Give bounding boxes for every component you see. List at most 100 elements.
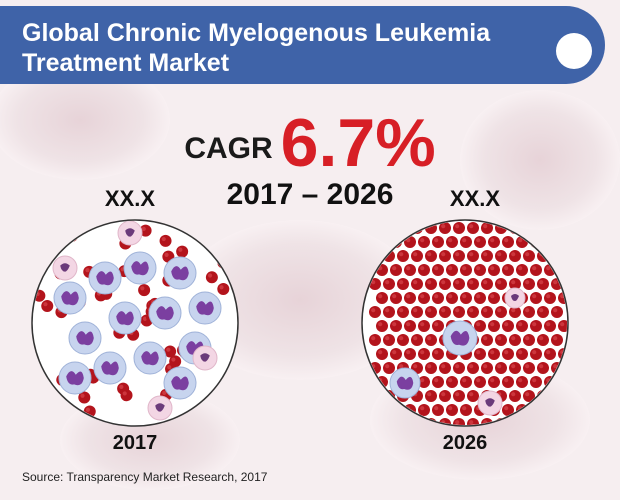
red-blood-cell: [551, 250, 563, 262]
year-label-2026: 2026: [442, 432, 488, 454]
red-blood-cell: [537, 306, 549, 318]
red-blood-cell: [495, 306, 507, 318]
red-blood-cell: [369, 306, 381, 318]
blood-smear-2017: [31, 219, 239, 427]
red-blood-cell: [523, 418, 535, 425]
red-blood-cell: [530, 320, 542, 332]
red-blood-cell: [404, 348, 416, 360]
red-blood-cell: [446, 404, 458, 416]
red-blood-cell: [432, 320, 444, 332]
red-blood-cell: [502, 320, 514, 332]
red-blood-cell: [376, 320, 388, 332]
red-blood-cell: [544, 348, 556, 360]
red-blood-cell: [523, 362, 535, 374]
red-blood-cell: [467, 390, 479, 402]
red-blood-cell: [47, 390, 60, 403]
red-blood-cell: [481, 250, 493, 262]
blood-smear-2026: [361, 219, 569, 427]
red-blood-cell: [432, 404, 444, 416]
red-blood-cell: [516, 348, 528, 360]
red-blood-cell: [439, 250, 451, 262]
red-blood-cell: [66, 229, 79, 242]
red-blood-cell: [390, 320, 402, 332]
red-blood-cell: [488, 348, 500, 360]
red-blood-cell: [425, 278, 437, 290]
red-blood-cell: [502, 376, 514, 388]
red-blood-cell: [467, 306, 479, 318]
source-note: Source: Transparency Market Research, 20…: [22, 470, 268, 484]
red-blood-cell: [49, 412, 62, 425]
red-blood-cell: [411, 250, 423, 262]
red-blood-cell: [138, 284, 151, 297]
red-blood-cell: [558, 236, 567, 248]
red-blood-cell: [530, 264, 542, 276]
value-label-2017: XX.X: [104, 186, 156, 211]
red-blood-cell: [495, 250, 507, 262]
red-blood-cell: [41, 299, 54, 312]
red-blood-cell: [467, 278, 479, 290]
red-blood-cell: [390, 264, 402, 276]
red-blood-cell: [446, 264, 458, 276]
red-blood-cell: [205, 271, 218, 284]
red-blood-cell: [460, 292, 472, 304]
red-blood-cell: [397, 306, 409, 318]
red-blood-cell: [439, 362, 451, 374]
red-blood-cell: [169, 355, 182, 368]
red-blood-cell: [488, 376, 500, 388]
red-blood-cell: [481, 362, 493, 374]
red-blood-cell: [544, 320, 556, 332]
red-blood-cell: [376, 404, 388, 416]
white-blood-cell: [188, 291, 222, 325]
red-blood-cell: [523, 222, 535, 234]
red-blood-cell: [474, 348, 486, 360]
red-blood-cell: [495, 278, 507, 290]
red-blood-cell: [544, 404, 556, 416]
red-blood-cell: [530, 236, 542, 248]
red-blood-cell: [481, 278, 493, 290]
red-blood-cell: [390, 404, 402, 416]
pink-granulocyte: [52, 255, 78, 281]
red-blood-cell: [404, 320, 416, 332]
red-blood-cell: [446, 236, 458, 248]
red-blood-cell: [523, 278, 535, 290]
red-blood-cell: [390, 348, 402, 360]
banner-dot: [556, 33, 592, 69]
red-blood-cell: [551, 306, 563, 318]
red-blood-cell: [474, 264, 486, 276]
white-blood-cell: [442, 320, 478, 356]
red-blood-cell: [460, 404, 472, 416]
red-blood-cell: [159, 234, 172, 247]
red-blood-cell: [36, 249, 49, 262]
cagr-label: CAGR: [184, 132, 273, 165]
red-blood-cell: [411, 334, 423, 346]
pink-granulocyte: [147, 395, 173, 421]
white-blood-cell: [108, 301, 142, 335]
red-blood-cell: [418, 236, 430, 248]
red-blood-cell: [509, 390, 521, 402]
cagr-period: 2017 – 2026: [226, 178, 394, 211]
red-blood-cell: [369, 418, 381, 425]
red-blood-cell: [509, 250, 521, 262]
red-blood-cell: [425, 334, 437, 346]
white-blood-cell: [53, 281, 87, 315]
red-blood-cell: [516, 376, 528, 388]
red-blood-cell: [488, 320, 500, 332]
red-blood-cell: [383, 222, 395, 234]
red-blood-cell: [544, 292, 556, 304]
red-blood-cell: [502, 348, 514, 360]
red-blood-cell: [523, 334, 535, 346]
red-blood-cell: [474, 320, 486, 332]
red-blood-cell: [551, 222, 563, 234]
pink-granulocyte: [477, 390, 503, 416]
red-blood-cell: [432, 376, 444, 388]
red-blood-cell: [47, 399, 60, 412]
red-blood-cell: [432, 348, 444, 360]
red-blood-cell: [551, 390, 563, 402]
red-blood-cell: [544, 236, 556, 248]
red-blood-cell: [397, 222, 409, 234]
red-blood-cell: [537, 418, 549, 425]
cagr-value: 6.7%: [280, 105, 436, 181]
red-blood-cell: [537, 222, 549, 234]
red-blood-cell: [425, 390, 437, 402]
red-blood-cell: [425, 306, 437, 318]
